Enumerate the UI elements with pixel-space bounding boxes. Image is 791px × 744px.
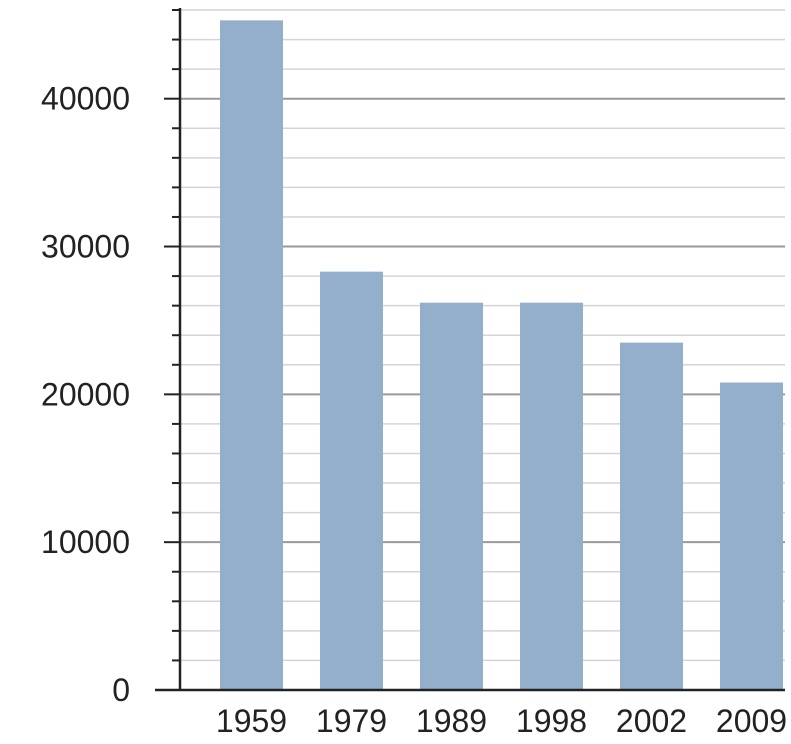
y-tick-labels: 0 10000 20000 30000 40000	[41, 81, 130, 708]
x-tick-label: 1959	[216, 703, 287, 739]
bar-1959	[220, 20, 283, 690]
bar-2002	[620, 342, 683, 690]
x-tick-label: 1979	[316, 703, 387, 739]
bar-1989	[420, 302, 483, 690]
bar-2009	[720, 382, 783, 690]
y-tick-label: 10000	[41, 524, 130, 560]
bar-1998	[520, 302, 583, 690]
bars	[220, 20, 783, 690]
y-tick-label: 0	[112, 672, 130, 708]
x-tick-label: 2009	[716, 703, 787, 739]
x-tick-labels: 1959 1979 1989 1998 2002 2009	[216, 703, 787, 739]
x-tick-label: 2002	[616, 703, 687, 739]
x-tick-label: 1989	[416, 703, 487, 739]
y-tick-label: 20000	[41, 376, 130, 412]
y-tick-label: 40000	[41, 81, 130, 117]
y-tick-label: 30000	[41, 229, 130, 265]
y-axis	[155, 8, 785, 692]
x-tick-label: 1998	[516, 703, 587, 739]
bar-1979	[320, 271, 383, 690]
